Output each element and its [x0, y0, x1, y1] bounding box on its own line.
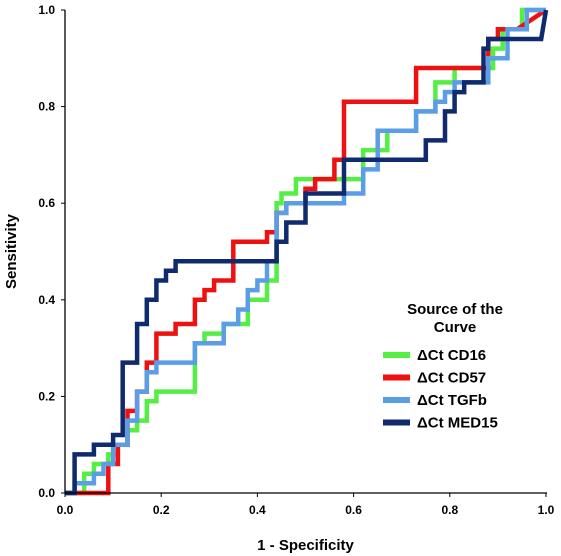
roc-series-line-4 [65, 9, 549, 496]
legend-label-1: ΔCt CD16 [417, 347, 486, 364]
roc-series-line-3 [65, 7, 546, 496]
x-tick-label: 0.0 [57, 503, 74, 517]
x-tick-label: 1.0 [538, 503, 555, 517]
x-tick-label: 0.2 [153, 503, 170, 517]
y-tick-label: 0.2 [38, 389, 55, 403]
y-tick-label: 0.8 [38, 100, 55, 114]
y-tick-label: 0.4 [38, 293, 55, 307]
y-tick-label: 0.0 [38, 486, 55, 500]
axes [64, 10, 547, 494]
plot-area [65, 7, 549, 496]
legend-label-3: ΔCt TGFb [417, 392, 487, 409]
x-axis-ticks: 0.0 0.2 0.4 0.6 0.8 1.0 [57, 493, 555, 517]
x-axis-title: 1 - Specificity [257, 537, 354, 554]
y-tick-label: 0.6 [38, 196, 55, 210]
y-axis-ticks: 0.0 0.2 0.4 0.6 0.8 1.0 [38, 3, 65, 500]
y-axis-title: Sensitivity [3, 213, 20, 289]
x-tick-label: 0.4 [249, 503, 266, 517]
legend-title-line-1: Source of the [407, 301, 503, 318]
y-tick-label: 1.0 [38, 3, 55, 17]
legend-label-2: ΔCt CD57 [417, 370, 486, 387]
legend-label-4: ΔCt MED15 [417, 415, 498, 432]
legend-title-line-2: Curve [434, 319, 477, 336]
legend: Source of the Curve ΔCt CD16 ΔCt CD57 ΔCt … [383, 301, 503, 432]
x-tick-label: 0.6 [345, 503, 362, 517]
x-tick-label: 0.8 [441, 503, 458, 517]
